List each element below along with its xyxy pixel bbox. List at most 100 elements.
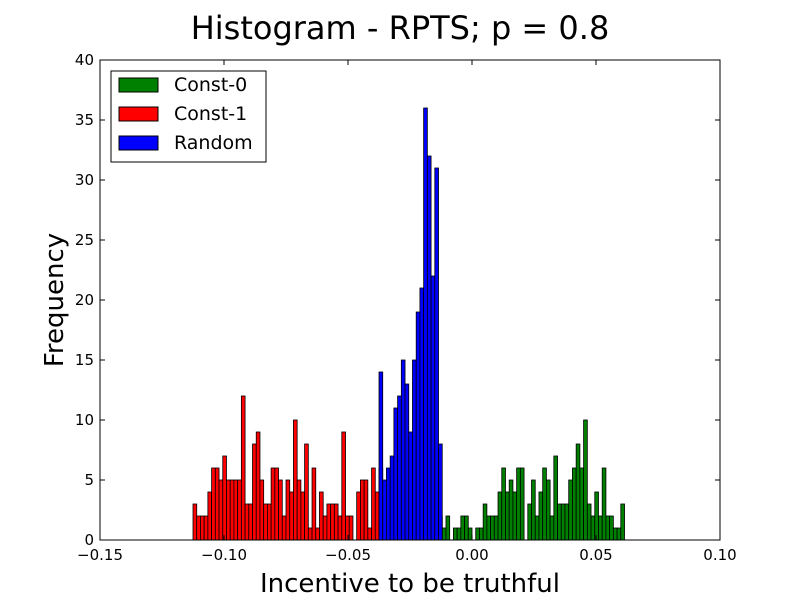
bar-random-10 [415, 311, 421, 541]
bar-const-1-4 [207, 491, 213, 541]
bar-const-1-38 [333, 503, 339, 541]
y-axis-label: Frequency [40, 233, 70, 367]
bar-const-1-48 [371, 467, 376, 541]
bar-const-0-17 [497, 491, 503, 541]
bar-random-7 [404, 383, 410, 541]
bar-const-1-9 [226, 479, 231, 541]
bar-const-1-20 [266, 503, 272, 541]
bar-const-1-0 [192, 503, 198, 541]
legend-label-random: Random [174, 132, 253, 154]
bar-const-1-21 [270, 467, 276, 541]
bar-const-0-43 [594, 491, 599, 541]
bar-const-0-41 [586, 503, 592, 541]
bar-const-1-26 [289, 491, 294, 541]
legend-swatch-const-0 [118, 77, 159, 93]
bar-const-0-38 [575, 443, 581, 541]
bar-const-1-22 [274, 467, 279, 541]
bar-const-0-37 [572, 467, 577, 541]
y-tick-label: 30 [75, 171, 94, 189]
chart-title: Histogram - RPTS; p = 0.8 [191, 9, 610, 47]
bar-const-0-42 [590, 515, 596, 541]
y-tick-label: 40 [75, 51, 94, 69]
bar-const-0-35 [564, 503, 570, 541]
bar-const-1-32 [311, 467, 317, 541]
bar-random-0 [378, 371, 384, 541]
bar-const-1-8 [222, 455, 227, 541]
bar-const-0-12 [479, 527, 484, 541]
bar-const-0-15 [490, 515, 495, 541]
bar-const-0-28 [538, 491, 544, 541]
bar-const-0-27 [534, 515, 540, 541]
bar-const-0-33 [557, 503, 562, 541]
legend-swatch-random [118, 135, 159, 151]
legend-label-const-0: Const-0 [174, 74, 247, 96]
bar-const-0-40 [583, 419, 588, 541]
legend-label-const-1: Const-1 [174, 103, 247, 125]
y-tick-label: 25 [75, 231, 94, 249]
bar-const-1-23 [278, 479, 283, 541]
bar-const-1-11 [233, 479, 239, 541]
x-axis-label: Incentive to be truthful [260, 569, 560, 599]
bar-const-0-11 [475, 527, 480, 541]
legend-swatch-const-1 [118, 106, 159, 122]
bar-random-13 [426, 155, 432, 541]
bar-const-1-46 [363, 479, 369, 541]
bar-const-0-45 [601, 467, 607, 541]
bar-random-14 [430, 275, 436, 541]
y-tick-label: 0 [84, 531, 94, 549]
bar-const-0-7 [460, 515, 465, 541]
bars-layer [192, 107, 625, 541]
y-tick-label: 10 [75, 411, 94, 429]
bar-const-0-34 [560, 503, 566, 541]
bar-const-0-3 [445, 515, 451, 541]
bar-random-4 [393, 407, 399, 541]
bar-const-0-48 [612, 527, 618, 541]
bar-const-0-20 [508, 479, 514, 541]
bar-const-0-46 [605, 515, 611, 541]
bar-const-1-3 [203, 515, 209, 541]
y-tick-label: 20 [75, 291, 94, 309]
bar-const-0-16 [493, 515, 499, 541]
bar-const-0-50 [620, 503, 625, 541]
bar-const-1-29 [300, 491, 306, 541]
bar-const-1-1 [196, 515, 201, 541]
bar-const-0-36 [568, 479, 573, 541]
bar-const-1-49 [374, 491, 380, 541]
bar-const-1-31 [307, 527, 313, 541]
bar-const-1-36 [326, 503, 332, 541]
bar-random-16 [438, 443, 443, 541]
bar-const-0-30 [546, 479, 551, 541]
bar-const-1-17 [255, 431, 261, 541]
bar-const-1-41 [345, 515, 350, 541]
bar-const-1-37 [330, 503, 335, 541]
bar-random-3 [389, 455, 395, 541]
bar-const-1-14 [244, 503, 250, 541]
bar-const-0-39 [579, 467, 585, 541]
bar-const-1-6 [214, 467, 220, 541]
bar-const-0-18 [501, 467, 506, 541]
bar-const-0-8 [464, 515, 469, 541]
bar-random-11 [419, 287, 425, 541]
bar-const-0-23 [519, 467, 525, 541]
bar-random-5 [397, 395, 402, 541]
x-tick-label: −0.15 [77, 546, 123, 564]
bar-const-0-26 [531, 479, 536, 541]
bar-const-1-18 [259, 479, 265, 541]
bar-random-15 [434, 167, 439, 541]
bar-const-1-33 [315, 527, 320, 541]
y-tick-label: 15 [75, 351, 94, 369]
bar-const-1-19 [263, 503, 268, 541]
bar-const-1-42 [348, 515, 354, 541]
bar-const-1-27 [293, 419, 298, 541]
bar-const-0-44 [598, 515, 603, 541]
bar-const-1-40 [341, 431, 346, 541]
bar-const-1-28 [296, 479, 302, 541]
bar-random-1 [382, 479, 387, 541]
bar-const-1-13 [240, 395, 246, 541]
x-tick-label: 0.00 [455, 546, 488, 564]
x-tick-label: −0.05 [325, 546, 371, 564]
legend: Const-0 Const-1 Random [110, 70, 267, 163]
bar-const-0-29 [542, 467, 547, 541]
bar-random-8 [408, 431, 413, 541]
bar-const-1-15 [248, 503, 253, 541]
